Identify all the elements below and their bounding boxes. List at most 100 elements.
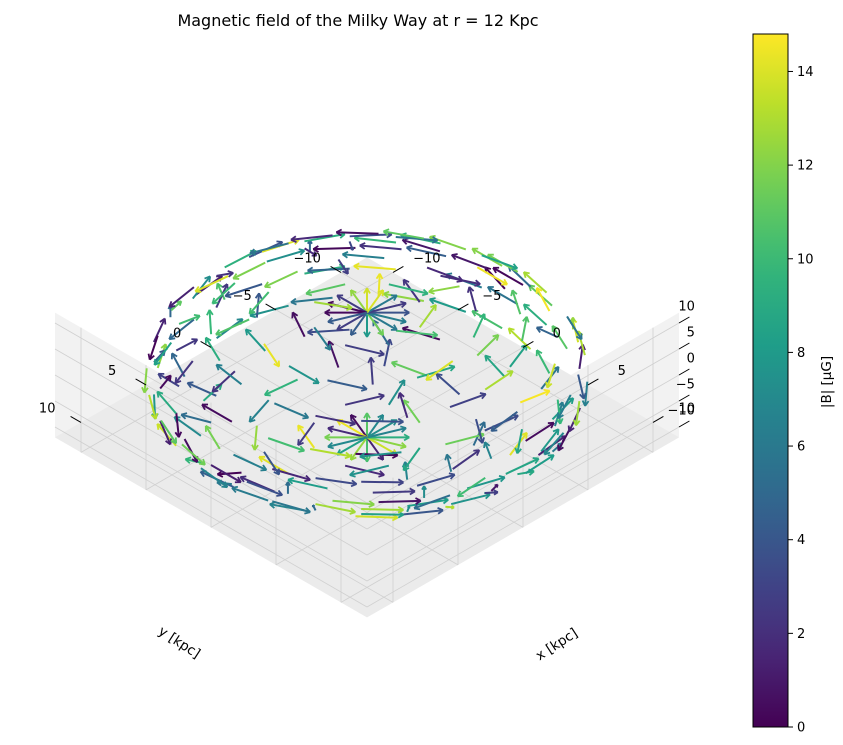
field-arrow [335, 228, 379, 237]
field-arrow [421, 485, 427, 498]
field-arrow [157, 372, 180, 388]
x-tick-label: −5 [233, 289, 252, 304]
grid-line [54, 426, 368, 608]
field-arrow [344, 344, 385, 358]
field-arrow [344, 392, 385, 406]
colorbar-tick-label: 10 [797, 252, 814, 267]
field-arrow [181, 443, 206, 466]
field-arrow [395, 236, 439, 244]
field-arrow [557, 394, 572, 420]
tick-mark [392, 265, 404, 273]
field-arrow [267, 437, 306, 453]
field-arrow [569, 317, 580, 343]
field-arrow [388, 283, 429, 297]
tick-mark [678, 316, 690, 324]
field-arrow [348, 241, 355, 251]
field-arrow [200, 467, 229, 489]
field-arrow [156, 390, 177, 415]
grid-line [54, 400, 368, 582]
field-arrow [490, 483, 499, 492]
field-arrow [327, 311, 368, 325]
field-arrow [359, 451, 402, 460]
colorbar-gradient [752, 33, 789, 728]
z-tick-label: 5 [687, 325, 695, 340]
field-arrow [535, 349, 551, 374]
field-arrow [194, 275, 229, 293]
field-arrow [324, 308, 367, 317]
field-arrow [349, 436, 368, 461]
field-arrow [361, 417, 404, 426]
field-arrow [336, 311, 368, 331]
tick-mark [135, 378, 147, 386]
field-arrow [201, 403, 233, 423]
field-arrow [315, 503, 356, 515]
field-arrow [366, 294, 398, 314]
field-arrow [474, 418, 485, 444]
colorbar-tick-label: 0 [797, 721, 805, 736]
field-arrow [224, 283, 263, 299]
x-tick-label: 10 [39, 402, 56, 417]
field-arrow [397, 392, 409, 419]
x-axis-label: x [kpc] [533, 625, 581, 664]
field-arrow [232, 261, 266, 280]
grid-line [145, 384, 459, 566]
field-arrow [180, 412, 212, 424]
field-arrow [349, 289, 368, 314]
field-arrow [191, 275, 212, 300]
grid-line [54, 322, 368, 504]
field-arrow [147, 335, 159, 361]
field-arrow [535, 286, 551, 312]
field-arrow [476, 266, 508, 286]
field-arrow [210, 464, 242, 484]
field-arrow [366, 311, 398, 331]
field-arrow [263, 451, 281, 476]
field-arrow [366, 289, 385, 314]
field-arrow [211, 282, 236, 305]
grid-line [80, 422, 394, 603]
field-arrow [359, 242, 402, 251]
field-arrow [263, 343, 281, 368]
field-arrow [545, 363, 556, 389]
field-arrow [535, 326, 559, 339]
field-arrow [401, 506, 444, 516]
field-arrow [378, 497, 422, 505]
chart-title: Magnetic field of the Milky Way at r = 1… [177, 11, 538, 30]
field-arrow [366, 436, 407, 450]
field-arrow [159, 374, 172, 390]
colorbar-label: |B| [μG] [819, 356, 835, 408]
field-arrow [572, 400, 581, 426]
grid-line [366, 400, 680, 582]
field-arrow [466, 286, 477, 312]
colorbar-tick-label: 4 [797, 533, 805, 548]
tick-mark [678, 394, 690, 402]
x-tick-label: 5 [108, 364, 116, 379]
field-arrow [525, 454, 555, 475]
field-arrow [174, 360, 194, 385]
field-arrow [291, 311, 306, 338]
field-arrow [175, 338, 199, 352]
field-arrow [178, 313, 201, 325]
tick-mark [457, 303, 469, 311]
field-arrow [492, 266, 524, 286]
tick-mark [678, 342, 690, 350]
field-arrow [141, 368, 149, 394]
field-arrow [363, 287, 371, 313]
field-arrow [445, 504, 455, 510]
colorbar-tick-label: 6 [797, 440, 805, 455]
field-arrow [505, 457, 540, 475]
field-arrow [484, 370, 514, 391]
tick-mark [522, 340, 534, 348]
field-arrow [402, 447, 421, 472]
field-arrow [367, 308, 410, 317]
field-arrow [363, 412, 371, 438]
field-arrow [263, 378, 299, 397]
field-arrow [153, 341, 173, 366]
field-arrow [336, 294, 368, 314]
field-arrow [510, 289, 522, 315]
field-arrow [456, 476, 486, 498]
field-arrow [428, 297, 467, 313]
field-arrow [395, 329, 439, 339]
y-tick-label: 5 [618, 364, 626, 379]
field-arrow [361, 506, 404, 514]
